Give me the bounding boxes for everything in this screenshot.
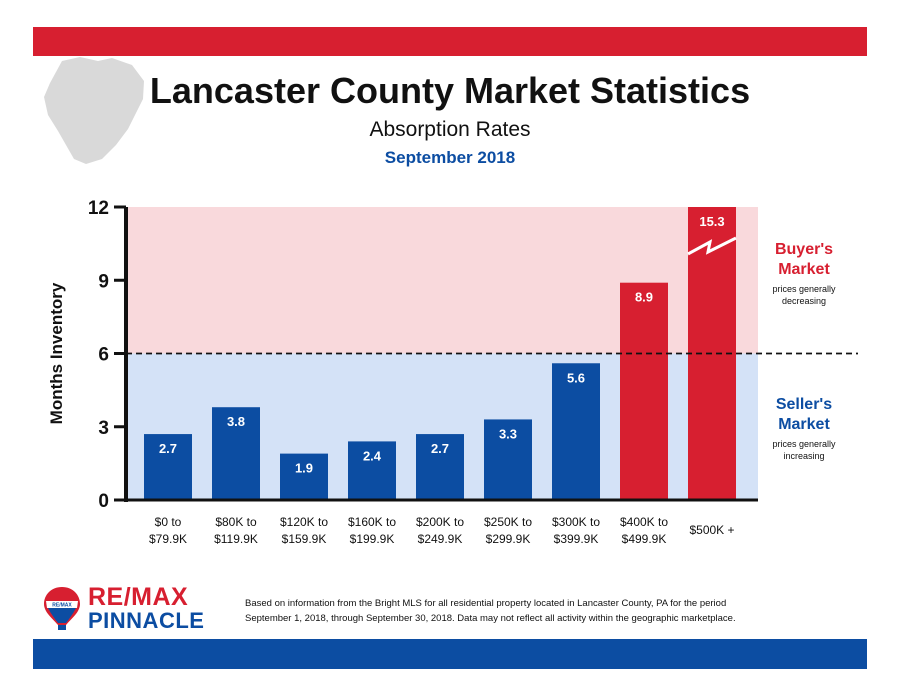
bar-2 xyxy=(280,453,328,500)
brand-sub: PINNACLE xyxy=(88,608,205,633)
bar-1 xyxy=(212,407,260,500)
bar-3 xyxy=(348,441,396,500)
category-label-7-0: $400K to xyxy=(620,515,668,529)
data-label-1: 3.8 xyxy=(227,414,245,429)
y-axis-title: Months Inventory xyxy=(47,282,66,424)
source-footnote: Based on information from the Bright MLS… xyxy=(245,596,865,626)
sellers-market-note-2: increasing xyxy=(783,451,825,461)
buyers-market-label: Buyer's Market prices generally decreasi… xyxy=(739,240,869,307)
remax-pinnacle-logo: RE/MAX RE/MAX PINNACLE xyxy=(42,583,222,633)
bar-0 xyxy=(144,434,192,500)
category-label-8-0: $500K + xyxy=(689,523,734,537)
axis-break-mark xyxy=(687,236,737,256)
bar-5 xyxy=(484,419,532,500)
category-label-0-0: $0 to xyxy=(155,515,182,529)
bottom-brand-stripe xyxy=(33,639,867,669)
category-label-6-1: $399.9K xyxy=(554,532,599,546)
data-label-3: 2.4 xyxy=(363,448,382,463)
buyers-market-title-1: Buyer's xyxy=(774,241,834,258)
chart-subtitle: Absorption Rates xyxy=(369,118,531,141)
top-brand-stripe xyxy=(33,27,867,56)
category-label-5-0: $250K to xyxy=(484,515,532,529)
footnote-line-2: September 1, 2018, through September 30,… xyxy=(245,613,736,624)
y-tick-label-12: 12 xyxy=(88,198,109,219)
category-label-2-1: $159.9K xyxy=(282,532,327,546)
category-label-4-0: $200K to xyxy=(416,515,464,529)
category-label-7-1: $499.9K xyxy=(622,532,667,546)
chart-title: Lancaster County Market Statistics xyxy=(149,70,751,111)
data-label-6: 5.6 xyxy=(567,370,585,385)
category-label-1-1: $119.9K xyxy=(214,532,258,546)
sellers-market-note-1: prices generally xyxy=(772,439,836,449)
category-label-1-0: $80K to xyxy=(215,515,257,529)
y-tick-label-3: 3 xyxy=(98,418,109,439)
category-label-3-0: $160K to xyxy=(348,515,396,529)
data-label-2: 1.9 xyxy=(295,461,313,476)
data-label-7: 8.9 xyxy=(635,290,653,305)
data-label-5: 3.3 xyxy=(499,426,517,441)
balloon-badge-text: RE/MAX xyxy=(52,603,72,609)
sellers-market-label: Seller's Market prices generally increas… xyxy=(739,395,869,462)
category-label-2-0: $120K to xyxy=(280,515,328,529)
data-label-0: 2.7 xyxy=(159,441,177,456)
category-label-4-1: $249.9K xyxy=(418,532,463,546)
report-period: September 2018 xyxy=(384,148,516,167)
bar-7 xyxy=(620,282,668,500)
category-label-0-1: $79.9K xyxy=(149,532,187,546)
sellers-market-title-2: Market xyxy=(778,416,830,433)
data-label-8: 15.3 xyxy=(699,214,724,229)
hot-air-balloon-icon: RE/MAX xyxy=(44,587,80,630)
data-label-4: 2.7 xyxy=(431,441,449,456)
bar-6 xyxy=(552,363,600,500)
brand-name: RE/MAX xyxy=(88,583,189,611)
category-label-3-1: $199.9K xyxy=(350,532,395,546)
bar-4 xyxy=(416,434,464,500)
y-tick-label-0: 0 xyxy=(98,491,109,512)
y-tick-label-9: 9 xyxy=(98,271,109,292)
buyers-market-note-2: decreasing xyxy=(781,296,827,306)
category-label-5-1: $299.9K xyxy=(486,532,531,546)
sellers-market-title-1: Seller's xyxy=(775,396,833,413)
buyers-market-title-2: Market xyxy=(778,261,830,278)
footnote-line-1: Based on information from the Bright MLS… xyxy=(245,598,727,609)
county-map-icon xyxy=(44,57,144,164)
absorption-bar-chart: 2.7 $0 to $79.9K 3.8 $80K to $119.9K 1.9 $120K … xyxy=(47,198,858,546)
buyers-market-note-1: prices generally xyxy=(772,284,836,294)
category-label-6-0: $300K to xyxy=(552,515,600,529)
y-tick-label-6: 6 xyxy=(98,345,109,366)
